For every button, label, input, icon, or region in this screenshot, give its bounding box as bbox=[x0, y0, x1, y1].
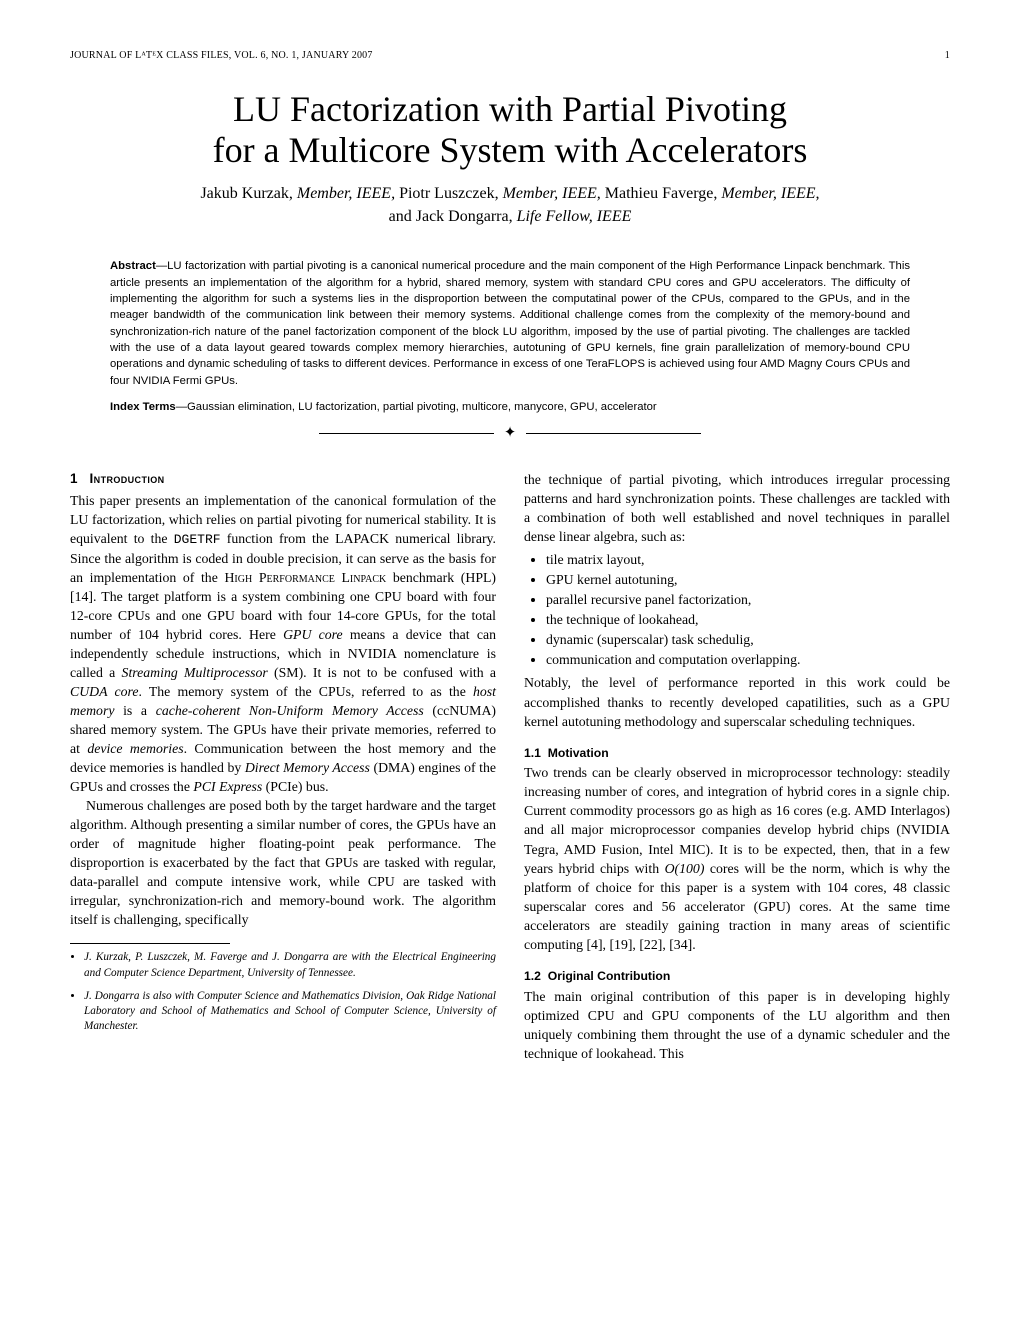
list-item: dynamic (superscalar) task schedulig, bbox=[546, 630, 950, 649]
subsection-heading: 1.1 Motivation bbox=[524, 745, 950, 762]
subsection-heading: 1.2 Original Contribution bbox=[524, 968, 950, 985]
index-terms-label: Index Terms bbox=[110, 401, 176, 413]
subsection-number: 1.2 bbox=[524, 969, 541, 983]
index-terms: Index Terms—Gaussian elimination, LU fac… bbox=[110, 401, 910, 413]
abstract-label: Abstract bbox=[110, 260, 156, 272]
page: JOURNAL OF LᴬTᴱX CLASS FILES, VOL. 6, NO… bbox=[0, 0, 1020, 1320]
abstract: Abstract—LU factorization with partial p… bbox=[110, 258, 910, 389]
contribution-para: The main original contribution of this p… bbox=[524, 987, 950, 1063]
list-item: communication and computation overlappin… bbox=[546, 650, 950, 669]
left-column: 1 Introduction This paper presents an imp… bbox=[70, 470, 496, 1063]
right-para-2: Notably, the level of performance report… bbox=[524, 673, 950, 730]
paper-title: LU Factorization with Partial Pivoting f… bbox=[70, 89, 950, 172]
footnote-1: J. Kurzak, P. Luszczek, M. Faverge and J… bbox=[84, 950, 496, 980]
list-item: the technique of lookahead, bbox=[546, 610, 950, 629]
intro-para-1: This paper presents an implementation of… bbox=[70, 491, 496, 796]
page-number: 1 bbox=[945, 50, 950, 61]
author-footnotes: J. Kurzak, P. Luszczek, M. Faverge and J… bbox=[84, 950, 496, 1034]
list-item: tile matrix layout, bbox=[546, 550, 950, 569]
motivation-para: Two trends can be clearly observed in mi… bbox=[524, 763, 950, 953]
section-heading: 1 Introduction bbox=[70, 470, 496, 489]
section-number: 1 bbox=[70, 471, 78, 486]
techniques-list: tile matrix layout, GPU kernel autotunin… bbox=[546, 550, 950, 669]
two-column-body: 1 Introduction This paper presents an imp… bbox=[70, 470, 950, 1063]
list-item: GPU kernel autotuning, bbox=[546, 570, 950, 589]
abstract-text: —LU factorization with partial pivoting … bbox=[110, 260, 910, 387]
section-title: Introduction bbox=[90, 471, 165, 486]
index-terms-text: —Gaussian elimination, LU factorization,… bbox=[176, 401, 657, 413]
authors-line: Jakub Kurzak, Member, IEEE, Piotr Luszcz… bbox=[70, 182, 950, 228]
header-left: JOURNAL OF LᴬTᴱX CLASS FILES, VOL. 6, NO… bbox=[70, 50, 373, 61]
footnote-rule bbox=[70, 943, 230, 944]
running-header: JOURNAL OF LᴬTᴱX CLASS FILES, VOL. 6, NO… bbox=[70, 50, 950, 61]
right-para-1: the technique of partial pivoting, which… bbox=[524, 470, 950, 546]
separator-glyph-icon: ✦ bbox=[504, 425, 517, 441]
subsection-title: Motivation bbox=[548, 746, 609, 760]
separator: ✦ bbox=[70, 423, 950, 442]
subsection-title: Original Contribution bbox=[548, 969, 671, 983]
right-column: the technique of partial pivoting, which… bbox=[524, 470, 950, 1063]
footnote-2: J. Dongarra is also with Computer Scienc… bbox=[84, 989, 496, 1034]
separator-line-left bbox=[319, 433, 494, 434]
intro-para-2: Numerous challenges are posed both by th… bbox=[70, 796, 496, 929]
subsection-number: 1.1 bbox=[524, 746, 541, 760]
list-item: parallel recursive panel factorization, bbox=[546, 590, 950, 609]
separator-line-right bbox=[526, 433, 701, 434]
